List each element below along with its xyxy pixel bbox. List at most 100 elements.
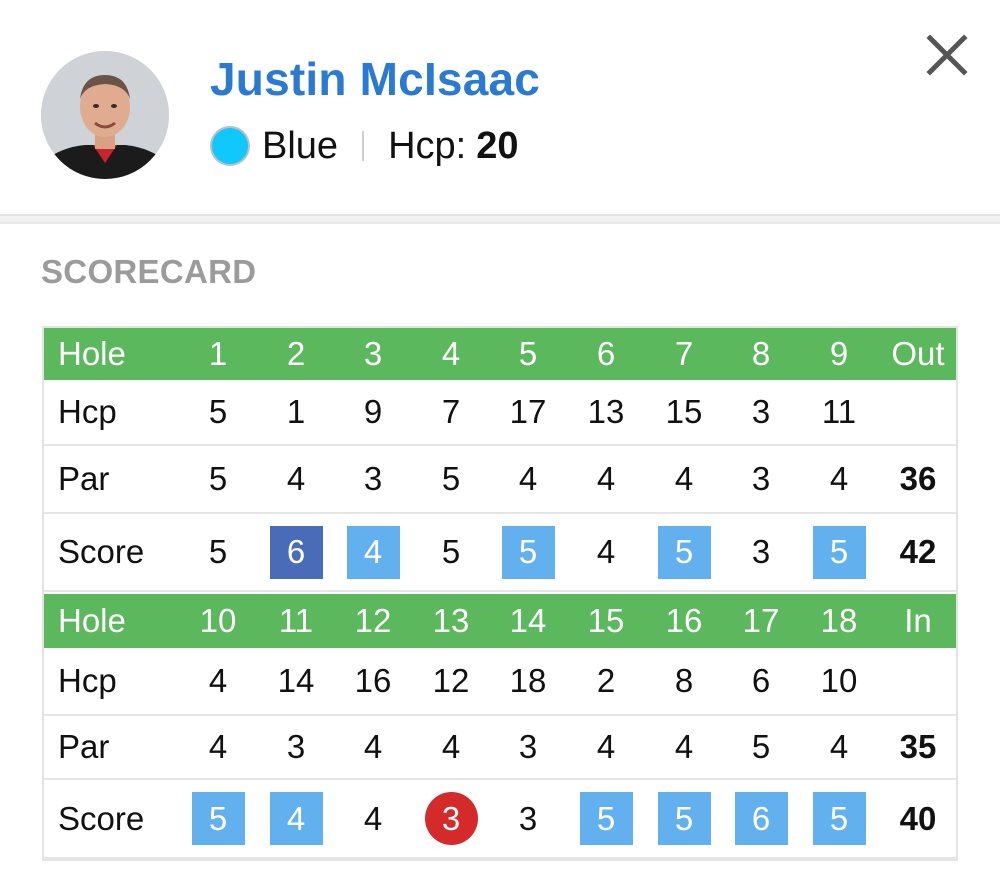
meta-separator [362,131,365,161]
par-cell: 4 [674,460,694,497]
par-cell: 3 [518,728,538,765]
score-bogey-marker: 5 [501,525,555,579]
back-header-row: Hole 10 11 12 13 14 15 16 17 18 In [44,594,956,648]
player-header: Justin McIsaac Blue Hcp: 20 [0,0,1000,216]
hcp-cell: 6 [751,662,771,699]
hole-number: 4 [441,335,461,372]
score-cell: 4 [261,780,331,857]
back-par-row: Par 4 3 4 4 3 4 4 5 4 35 [44,716,956,780]
par-cell: 4 [363,728,383,765]
tee-label: Blue [262,124,339,167]
score-birdie-marker: 3 [424,792,478,845]
score-cell: 5 [571,780,641,857]
par-cell: 4 [286,460,306,497]
par-cell: 3 [751,460,771,497]
row-label: Hole [58,335,126,372]
hcp-cell: 12 [432,662,470,699]
hole-number: 18 [820,602,858,639]
hole-number: 5 [518,335,538,372]
score-bogey-marker: 4 [269,792,323,845]
score-bogey-marker: 5 [657,792,711,845]
handicap-value: 20 [476,124,519,167]
total-header: Out [891,335,945,372]
par-cell: 4 [829,728,849,765]
hcp-cell: 4 [208,662,228,699]
player-name: Justin McIsaac [210,53,541,105]
front-hcp-row: Hcp 5 1 9 7 17 13 15 3 11 [44,380,956,446]
par-total: 35 [899,728,937,765]
hole-number: 1 [208,335,228,372]
par-cell: 5 [751,728,771,765]
score-cell: 5 [493,514,563,590]
par-cell: 4 [441,728,461,765]
hole-number: 12 [354,602,392,639]
score-bogey-marker: 5 [657,525,711,579]
hole-number: 11 [278,602,314,639]
par-cell: 4 [518,460,538,497]
handicap-label: Hcp: [388,124,467,167]
par-cell: 4 [674,728,694,765]
score-bogey-marker: 5 [812,525,866,579]
header-divider [0,214,1000,224]
hole-number: 13 [432,602,470,639]
hcp-cell: 3 [751,393,771,430]
tee-color-dot [210,126,250,166]
back-score-row: Score 5 4 4 3 3 5 5 6 5 40 [44,780,956,859]
hole-number: 6 [596,335,616,372]
score-par-marker: 3 [751,533,771,570]
score-bogey-marker: 5 [579,792,633,845]
row-label: Score [58,799,145,837]
par-total: 36 [899,460,937,497]
score-cell: 5 [804,514,874,590]
hcp-cell: 15 [665,393,703,430]
hole-number: 2 [286,335,306,372]
hcp-cell: 17 [509,393,547,430]
hole-number: 7 [674,335,694,372]
hcp-cell: 8 [674,662,694,699]
avatar-image [41,51,169,179]
score-par-marker: 4 [363,799,383,837]
hole-number: 15 [587,602,625,639]
hcp-cell: 9 [363,393,383,430]
score-bogey-marker: 5 [191,792,245,845]
total-header: In [904,602,932,639]
score-par-marker: 3 [518,799,538,837]
hole-number: 3 [363,335,383,372]
scorecard-table: Hole 1 2 3 4 5 6 7 8 9 Out Hcp 5 1 9 7 17 13 15 3 11 Par 5 4 3 5 4… [42,326,958,861]
hcp-cell: 10 [820,662,858,699]
hcp-cell: 7 [441,393,461,430]
score-cell: 5 [183,780,253,857]
hole-number: 16 [665,602,703,639]
hcp-cell: 1 [286,393,306,430]
hole-number: 17 [742,602,780,639]
hole-number: 10 [199,602,237,639]
back-hcp-row: Hcp 4 14 16 12 18 2 8 6 10 [44,648,956,716]
score-cell: 5 [649,514,719,590]
close-button[interactable] [926,34,968,76]
par-cell: 3 [363,460,383,497]
hcp-cell: 14 [277,662,315,699]
par-cell: 4 [829,460,849,497]
par-cell: 5 [441,460,461,497]
score-bogey-marker: 5 [812,792,866,845]
row-label: Hole [58,602,126,639]
score-cell: 3 [416,780,486,857]
hcp-cell: 2 [596,662,616,699]
hcp-cell: 16 [354,662,392,699]
row-label: Par [58,460,110,497]
par-cell: 4 [596,728,616,765]
score-cell: 4 [338,514,408,590]
hcp-cell: 5 [208,393,228,430]
score-cell: 3 [493,780,563,857]
score-bogey-marker: 6 [734,792,788,845]
score-cell: 5 [416,514,486,590]
score-cell: 3 [726,514,796,590]
score-cell: 6 [726,780,796,857]
par-cell: 5 [208,460,228,497]
player-meta: Blue Hcp: 20 [210,122,518,170]
avatar [41,51,169,179]
hcp-cell: 11 [821,393,857,430]
par-cell: 4 [208,728,228,765]
front-par-row: Par 5 4 3 5 4 4 4 3 4 36 [44,446,956,514]
score-total: 42 [899,533,937,570]
